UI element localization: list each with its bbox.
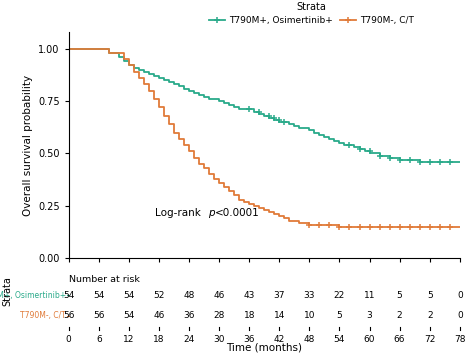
Text: 56: 56 [63,311,74,320]
Text: 54: 54 [123,311,135,320]
Text: <0.0001: <0.0001 [215,208,260,218]
Text: 2: 2 [427,311,432,320]
Text: Strata: Strata [2,276,12,306]
Text: 14: 14 [273,311,285,320]
Text: 2: 2 [397,311,402,320]
Text: 54: 54 [334,334,345,344]
Text: 46: 46 [213,291,225,300]
Text: Number at risk: Number at risk [69,275,140,284]
Text: 36: 36 [183,311,195,320]
Text: 0: 0 [457,291,463,300]
Text: 54: 54 [93,291,104,300]
Text: 18: 18 [244,311,255,320]
Text: p: p [208,208,214,218]
Text: 5: 5 [427,291,433,300]
Text: 12: 12 [123,334,135,344]
Legend: T790M+, Osimertinib+, T790M-, C/T: T790M+, Osimertinib+, T790M-, C/T [205,0,417,29]
Text: 78: 78 [454,334,465,344]
Text: T790M-, C/T: T790M-, C/T [20,311,66,320]
Text: 48: 48 [304,334,315,344]
Text: Time (months): Time (months) [226,342,302,353]
Text: 24: 24 [183,334,195,344]
Text: 11: 11 [364,291,375,300]
Text: 33: 33 [304,291,315,300]
Text: 28: 28 [213,311,225,320]
Text: 48: 48 [183,291,195,300]
Text: 66: 66 [394,334,405,344]
Text: 10: 10 [304,311,315,320]
Text: 37: 37 [273,291,285,300]
Text: 3: 3 [367,311,373,320]
Text: 54: 54 [63,291,74,300]
Text: 60: 60 [364,334,375,344]
Text: 30: 30 [213,334,225,344]
Text: 52: 52 [153,291,164,300]
Text: 5: 5 [397,291,402,300]
Y-axis label: Overall survival probability: Overall survival probability [23,75,33,215]
Text: Log-rank: Log-rank [155,208,204,218]
Text: 0: 0 [66,334,72,344]
Text: 0: 0 [457,311,463,320]
Text: 5: 5 [337,311,342,320]
Text: 43: 43 [244,291,255,300]
Text: 36: 36 [244,334,255,344]
Text: 6: 6 [96,334,102,344]
Text: 72: 72 [424,334,436,344]
Text: T790M+, Osimertinib+: T790M+, Osimertinib+ [0,291,66,300]
Text: 46: 46 [153,311,164,320]
Text: 56: 56 [93,311,105,320]
Text: 42: 42 [273,334,285,344]
Text: 18: 18 [153,334,165,344]
Text: 22: 22 [334,291,345,300]
Text: 54: 54 [123,291,135,300]
